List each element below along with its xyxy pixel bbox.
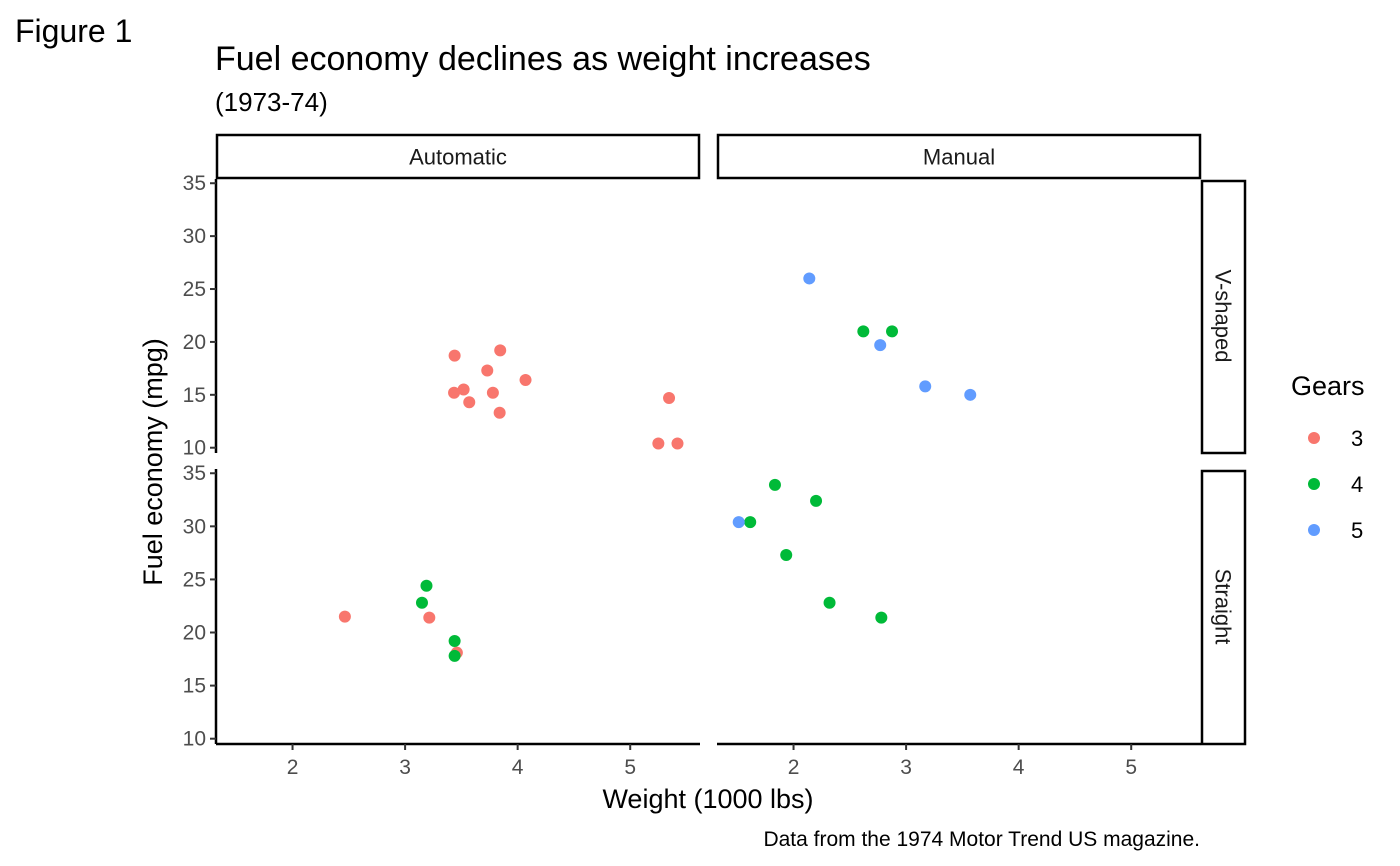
legend-key <box>1308 478 1320 490</box>
data-point-gear-5 <box>732 516 745 529</box>
x-tick-label: 4 <box>1013 756 1025 779</box>
x-tick-label: 2 <box>788 756 800 779</box>
facet-strip-automatic: Automatic <box>215 133 701 180</box>
x-tick-label: 5 <box>624 756 636 779</box>
legend-key <box>1308 432 1320 444</box>
strip-label: V-shaped <box>1211 270 1236 363</box>
data-point-gear-4 <box>744 516 757 529</box>
y-tick-label: 25 <box>183 278 206 301</box>
data-point-gear-3 <box>519 374 532 387</box>
y-tick-label: 20 <box>183 622 206 645</box>
legend-key <box>1308 524 1320 536</box>
data-point-gear-4 <box>780 549 793 562</box>
x-axis-automatic: 2 3 4 5 <box>216 742 700 779</box>
chart-title: Fuel economy declines as weight increase… <box>215 40 871 78</box>
data-point-gear-4 <box>768 478 781 491</box>
legend-label: 3 <box>1351 426 1363 451</box>
y-tick-label: 20 <box>183 331 206 354</box>
chart-caption: Data from the 1974 Motor Trend US magazi… <box>763 828 1200 851</box>
facet-strip-v-shaped: V-shaped <box>1200 179 1247 455</box>
data-point-gear-3 <box>463 396 476 409</box>
strip-label: Manual <box>923 145 995 170</box>
data-point-gear-3 <box>481 364 494 377</box>
chart-subtitle: (1973-74) <box>215 87 328 117</box>
strip-box <box>1200 469 1247 746</box>
y-tick-label: 30 <box>183 225 206 248</box>
strip-box <box>1200 179 1247 455</box>
legend-item-3: 3 <box>1308 426 1363 451</box>
data-point-gear-3 <box>448 349 461 362</box>
data-point-gear-3 <box>448 386 461 399</box>
data-point-gear-3 <box>494 344 507 357</box>
data-point-gear-4 <box>823 596 836 609</box>
data-point-gear-4 <box>448 649 461 662</box>
data-points <box>338 272 977 662</box>
y-tick-label: 10 <box>183 437 206 460</box>
x-tick-label: 4 <box>512 756 524 779</box>
y-tick-label: 35 <box>183 462 206 485</box>
y-axis-straight: 10 15 20 25 30 35 <box>183 462 218 751</box>
x-axis-manual: 2 3 4 5 <box>717 742 1201 779</box>
data-point-gear-3 <box>671 437 684 450</box>
y-tick-label: 35 <box>183 172 206 195</box>
data-point-gear-5 <box>803 272 816 285</box>
y-tick-label: 15 <box>183 384 206 407</box>
legend: 3 4 5 <box>1308 426 1363 543</box>
data-point-gear-4 <box>886 325 899 338</box>
facet-strip-manual: Manual <box>716 133 1202 180</box>
legend-item-5: 5 <box>1308 518 1363 543</box>
data-point-gear-5 <box>919 380 932 393</box>
strip-box <box>716 133 1202 180</box>
facet-strip-straight: Straight <box>1200 469 1247 746</box>
data-point-gear-4 <box>448 635 461 648</box>
y-tick-label: 25 <box>183 568 206 591</box>
facet-panels: Automatic ManualV-shapedStraight101520253… <box>183 133 1247 779</box>
data-point-gear-3 <box>486 386 499 399</box>
strip-label: Automatic <box>409 145 507 170</box>
data-point-gear-4 <box>857 325 870 338</box>
data-point-gear-4 <box>420 579 433 592</box>
data-point-gear-3 <box>338 610 351 623</box>
x-tick-label: 3 <box>900 756 912 779</box>
figure-label: Figure 1 <box>15 13 132 49</box>
x-tick-label: 5 <box>1125 756 1137 779</box>
strip-box <box>215 133 701 180</box>
data-point-gear-4 <box>875 611 888 624</box>
data-point-gear-4 <box>810 494 823 507</box>
x-axis-label: Weight (1000 lbs) <box>602 784 813 814</box>
legend-label: 4 <box>1351 472 1363 497</box>
data-point-gear-3 <box>423 611 436 624</box>
y-tick-label: 30 <box>183 515 206 538</box>
data-point-gear-5 <box>964 388 977 401</box>
y-axis-v-shaped: 10 15 20 25 30 35 <box>183 172 218 460</box>
y-tick-label: 10 <box>183 728 206 751</box>
strip-label: Straight <box>1211 569 1236 645</box>
data-point-gear-5 <box>874 339 887 352</box>
data-point-gear-3 <box>493 406 506 419</box>
legend-title: Gears <box>1291 371 1365 401</box>
data-point-gear-3 <box>457 383 470 396</box>
x-tick-label: 2 <box>287 756 299 779</box>
y-axis-label: Fuel economy (mpg) <box>138 338 168 586</box>
legend-item-4: 4 <box>1308 472 1363 497</box>
legend-label: 5 <box>1351 518 1363 543</box>
data-point-gear-3 <box>652 437 665 450</box>
y-tick-label: 15 <box>183 675 206 698</box>
data-point-gear-4 <box>415 596 428 609</box>
data-point-gear-3 <box>663 391 676 404</box>
x-tick-label: 3 <box>399 756 411 779</box>
